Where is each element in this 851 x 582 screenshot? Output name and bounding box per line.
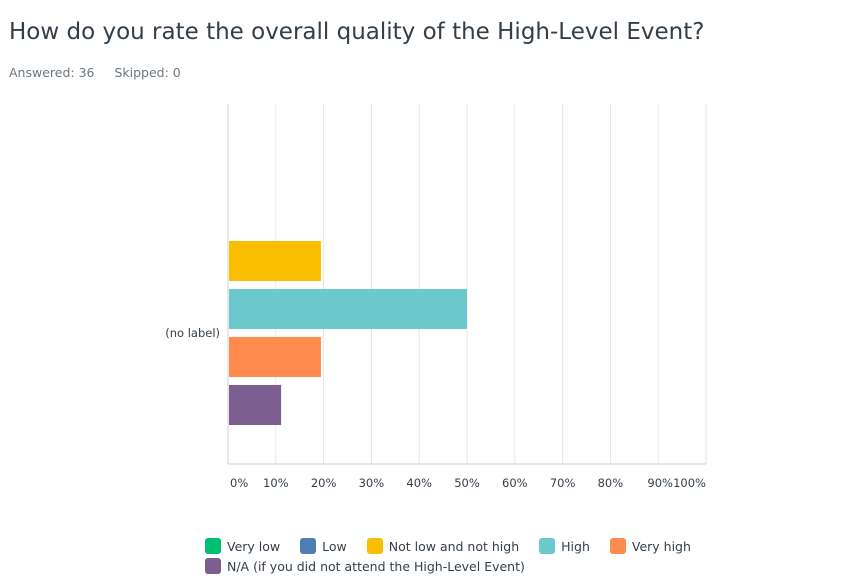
answered-count: Answered: 36 <box>9 65 95 80</box>
legend-item: Very low <box>205 538 280 554</box>
legend-item: Low <box>300 538 347 554</box>
x-tick-label: 100% <box>673 476 706 490</box>
legend-item: Very high <box>609 538 691 554</box>
bar <box>229 337 321 377</box>
legend-label: Very high <box>631 538 691 554</box>
x-tick-label: 90% <box>647 476 673 490</box>
x-tick-label: 50% <box>454 476 480 490</box>
response-stats: Answered: 36 Skipped: 0 <box>9 65 197 80</box>
legend-label: Very low <box>227 538 281 554</box>
legend-swatch <box>205 558 221 574</box>
x-tick-label: 20% <box>311 476 337 490</box>
legend-label: Not low and not high <box>388 538 520 554</box>
x-tick-label: 30% <box>359 476 385 490</box>
bar-chart: 0% 10% 20% 30% 40% 50% 60% 70% 80% 90% 100% (no lab… <box>165 104 707 490</box>
legend-label: N/A (if you did not attend the High-Leve… <box>227 558 525 574</box>
legend-item: Not low and not high <box>366 538 520 554</box>
bar <box>229 241 321 281</box>
x-tick-label: 60% <box>502 476 528 490</box>
x-tick-label: 80% <box>598 476 624 490</box>
chart-legend: Very low Low Not low and not high High Very … <box>205 536 725 576</box>
x-tick-label: 40% <box>406 476 432 490</box>
legend-swatch <box>539 538 556 554</box>
legend-swatch <box>205 538 221 554</box>
legend-swatch <box>366 538 383 554</box>
x-tick-label: 0% <box>230 476 248 490</box>
bar <box>229 385 282 425</box>
bar <box>229 289 467 329</box>
x-tick-label: 10% <box>263 476 289 490</box>
legend-item: High <box>539 538 590 554</box>
legend-row: Very low Low Not low and not high High Very … <box>205 536 725 556</box>
legend-row: N/A (if you did not attend the High-Leve… <box>205 556 725 576</box>
legend-label: High <box>561 538 590 554</box>
category-label: (no label) <box>165 326 220 340</box>
legend-swatch <box>609 538 626 554</box>
legend-item: N/A (if you did not attend the High-Leve… <box>205 558 525 574</box>
skipped-count: Skipped: 0 <box>114 65 181 80</box>
legend-swatch <box>300 538 317 554</box>
x-tick-label: 70% <box>550 476 576 490</box>
legend-label: Low <box>322 538 347 554</box>
question-title: How do you rate the overall quality of t… <box>9 19 705 45</box>
